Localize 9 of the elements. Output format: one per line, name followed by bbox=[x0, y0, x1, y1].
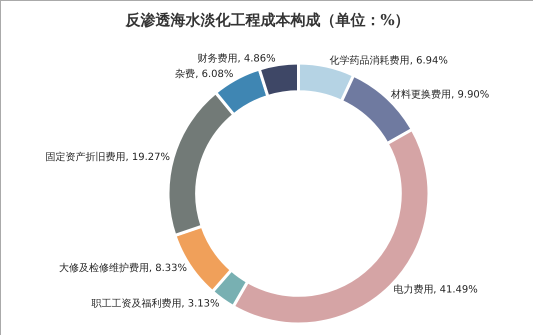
slice-label: 杂费, 6.08% bbox=[175, 68, 234, 80]
slice-label: 材料更换费用, 9.90% bbox=[390, 88, 490, 101]
slice-label: 职工工资及福利费用, 3.13% bbox=[91, 298, 220, 310]
chart-title: 反渗透海水淡化工程成本构成（单位：%） bbox=[124, 10, 410, 29]
slice-label: 大修及检修维护费用, 8.33% bbox=[58, 262, 187, 274]
slice-label: 固定资产折旧费用, 19.27% bbox=[46, 151, 170, 164]
slice-label: 化学药品消耗费用, 6.94% bbox=[330, 54, 448, 66]
slice-label: 财务费用, 4.86% bbox=[198, 52, 276, 65]
slice-label: 电力费用, 41.49% bbox=[393, 283, 478, 296]
